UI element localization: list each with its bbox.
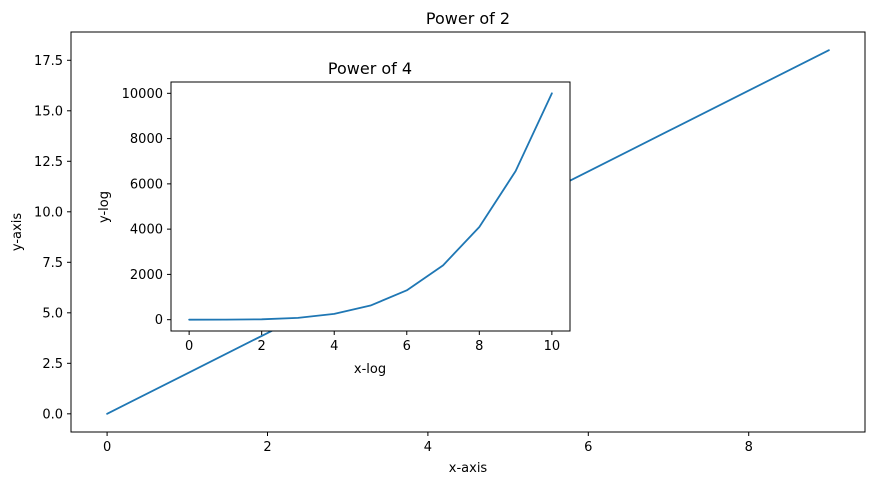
inset-y-tick-label: 6000 xyxy=(130,177,163,192)
main-x-tick-label: 4 xyxy=(424,440,432,455)
inset-chart-title: Power of 4 xyxy=(328,59,412,78)
inset-y-tick-label: 8000 xyxy=(130,132,163,147)
main-chart-frame xyxy=(70,31,866,433)
main-y-tick-label: 2.5 xyxy=(42,357,63,372)
inset-x-axis-label: x-log xyxy=(354,362,386,377)
main-y-tick-label: 17.5 xyxy=(34,54,63,69)
main-y-tick-label: 12.5 xyxy=(34,155,63,170)
main-chart-title: Power of 2 xyxy=(426,9,510,28)
inset-x-tick-label: 10 xyxy=(544,339,561,354)
inset-y-ticks: 0 2000 4000 6000 8000 10000 xyxy=(122,87,171,328)
inset-x-tick-label: 8 xyxy=(475,339,483,354)
inset-y-tick-label: 2000 xyxy=(130,268,163,283)
main-y-tick-label: 0.0 xyxy=(42,407,63,422)
inset-series-line xyxy=(188,92,553,321)
main-y-axis-label: y-axis xyxy=(10,213,25,251)
inset-y-tick-label: 10000 xyxy=(122,87,163,102)
main-y-tick-label: 10.0 xyxy=(34,205,63,220)
inset-y-tick-label: 4000 xyxy=(130,223,163,238)
inset-x-tick-label: 6 xyxy=(403,339,411,354)
main-x-axis-label: x-axis xyxy=(449,461,488,476)
main-y-tick-label: 5.0 xyxy=(42,306,63,321)
inset-x-tick-label: 0 xyxy=(185,339,193,354)
main-x-tick-label: 8 xyxy=(745,440,753,455)
inset-chart-frame xyxy=(170,81,571,332)
inset-y-tick-label: 0 xyxy=(155,313,163,328)
inset-x-tick-label: 4 xyxy=(330,339,338,354)
inset-x-ticks: 0 2 4 6 8 10 xyxy=(185,331,560,354)
inset-x-tick-label: 2 xyxy=(258,339,266,354)
main-x-tick-label: 2 xyxy=(263,440,271,455)
main-x-tick-label: 0 xyxy=(103,440,111,455)
main-y-ticks: 0.0 2.5 5.0 7.5 10.0 12.5 15.0 17.5 xyxy=(34,54,71,422)
inset-y-axis-label: y-log xyxy=(97,191,112,223)
main-x-tick-label: 6 xyxy=(584,440,592,455)
main-y-tick-label: 7.5 xyxy=(42,256,63,271)
main-y-tick-label: 15.0 xyxy=(34,104,63,119)
inset-chart: 0 2 4 6 8 10 0 2000 4000 6000 8000 10000 Power of … xyxy=(97,59,571,377)
inset-chart-background xyxy=(171,82,570,331)
main-x-ticks: 0 2 4 6 8 xyxy=(103,432,753,455)
